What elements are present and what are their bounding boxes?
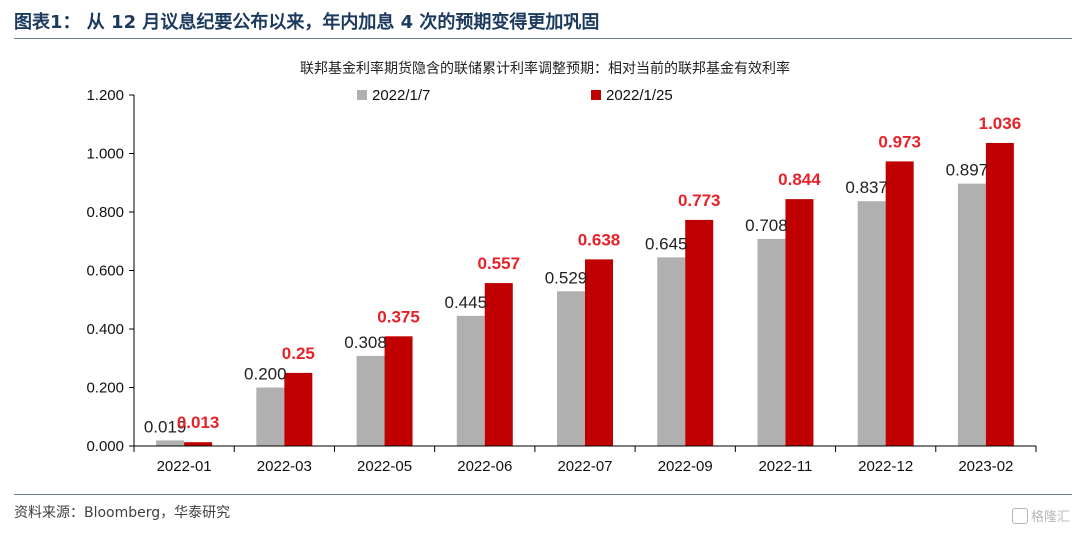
data-label-series2: 1.036: [979, 114, 1022, 133]
bar-series1: [557, 291, 585, 446]
figure-footer: [14, 494, 1072, 495]
figure-title: 图表1： 从 12 月议息纪要公布以来，年内加息 4 次的预期变得更加巩固: [14, 12, 600, 33]
bar-series1: [256, 387, 285, 446]
data-label-series2: 0.013: [177, 413, 220, 432]
legend-label-series2: 2022/1/25: [606, 87, 673, 104]
y-tick-label: 0.600: [86, 263, 124, 280]
bar-series1: [857, 201, 886, 446]
data-label-series2: 0.557: [478, 254, 521, 273]
data-label-series2: 0.844: [778, 170, 821, 189]
data-label-series2: 0.638: [578, 230, 621, 249]
bar-series1: [957, 183, 986, 446]
y-tick-label: 0.800: [86, 204, 124, 221]
x-tick-label: 2022-01: [157, 458, 212, 475]
bar-series1: [456, 315, 485, 446]
x-tick-label: 2022-09: [658, 458, 713, 475]
legend: 2022/1/7 2022/1/25: [357, 87, 673, 104]
chart-title: 联邦基金利率期货隐含的联储累计利率调整预期：相对当前的联邦基金有效利率: [300, 60, 790, 77]
watermark-text: 格隆汇: [1030, 510, 1070, 525]
x-tick-label: 2022-06: [457, 458, 512, 475]
x-tick-label: 2022-03: [257, 458, 312, 475]
bar-series1: [156, 440, 185, 446]
bar-series2: [685, 219, 714, 446]
bar-series2: [985, 142, 1014, 446]
bar-series2: [885, 161, 914, 446]
bar-series2: [384, 336, 413, 446]
data-label-series2: 0.973: [878, 132, 921, 151]
source-note: 资料来源：Bloomberg，华泰研究: [14, 505, 231, 521]
bar-series1: [757, 238, 786, 446]
data-label-series1: 0.445: [445, 293, 488, 312]
data-label-series2: 0.773: [678, 191, 721, 210]
watermark: 格隆汇: [1011, 506, 1070, 525]
y-tick-label: 1.000: [86, 146, 124, 163]
x-tick-label: 2022-12: [858, 458, 913, 475]
data-label-series1: 0.897: [946, 161, 989, 180]
figure-header: 图表1： 从 12 月议息纪要公布以来，年内加息 4 次的预期变得更加巩固: [14, 6, 1072, 39]
data-label-series2: 0.375: [377, 307, 420, 326]
bar-series1: [356, 355, 385, 446]
y-tick-label: 0.200: [86, 380, 124, 397]
bar-series2: [585, 259, 613, 446]
y-tick-label: 1.200: [86, 87, 124, 104]
bar-series2: [785, 199, 814, 446]
data-label-series1: 0.200: [244, 365, 287, 384]
legend-swatch-series2: [591, 90, 601, 100]
data-label-series1: 0.708: [745, 216, 788, 235]
data-label-series1: 0.645: [645, 234, 688, 253]
x-tick-label: 2022-07: [557, 458, 612, 475]
watermark-logo-icon: [1011, 508, 1028, 524]
x-axis: 2022-01 2022-03 2022-05 2022-06 2022-07 2022-…: [133, 445, 1037, 475]
y-tick-label: 0.000: [86, 438, 124, 455]
bar-series2: [484, 283, 513, 446]
y-tick-label: 0.400: [86, 321, 124, 338]
bar-series2: [284, 372, 313, 446]
x-tick-label: 2022-11: [758, 458, 812, 475]
bar-series1: [657, 257, 686, 446]
x-tick-label: 2023-02: [958, 458, 1013, 475]
bar-series2: [184, 442, 213, 446]
data-label-series1: 0.308: [344, 333, 387, 352]
legend-label-series1: 2022/1/7: [372, 87, 430, 104]
data-label-series1: 0.837: [845, 178, 888, 197]
data-label-series2: 0.25: [282, 344, 315, 363]
bars: [156, 142, 1014, 446]
data-label-series1: 0.019: [144, 417, 187, 436]
x-tick-label: 2022-05: [357, 458, 412, 475]
y-axis: 0.000 0.200 0.400 0.600 0.800 1.000 1.200: [86, 87, 135, 455]
data-label-series1: 0.529: [545, 268, 588, 287]
legend-swatch-series1: [357, 90, 367, 100]
